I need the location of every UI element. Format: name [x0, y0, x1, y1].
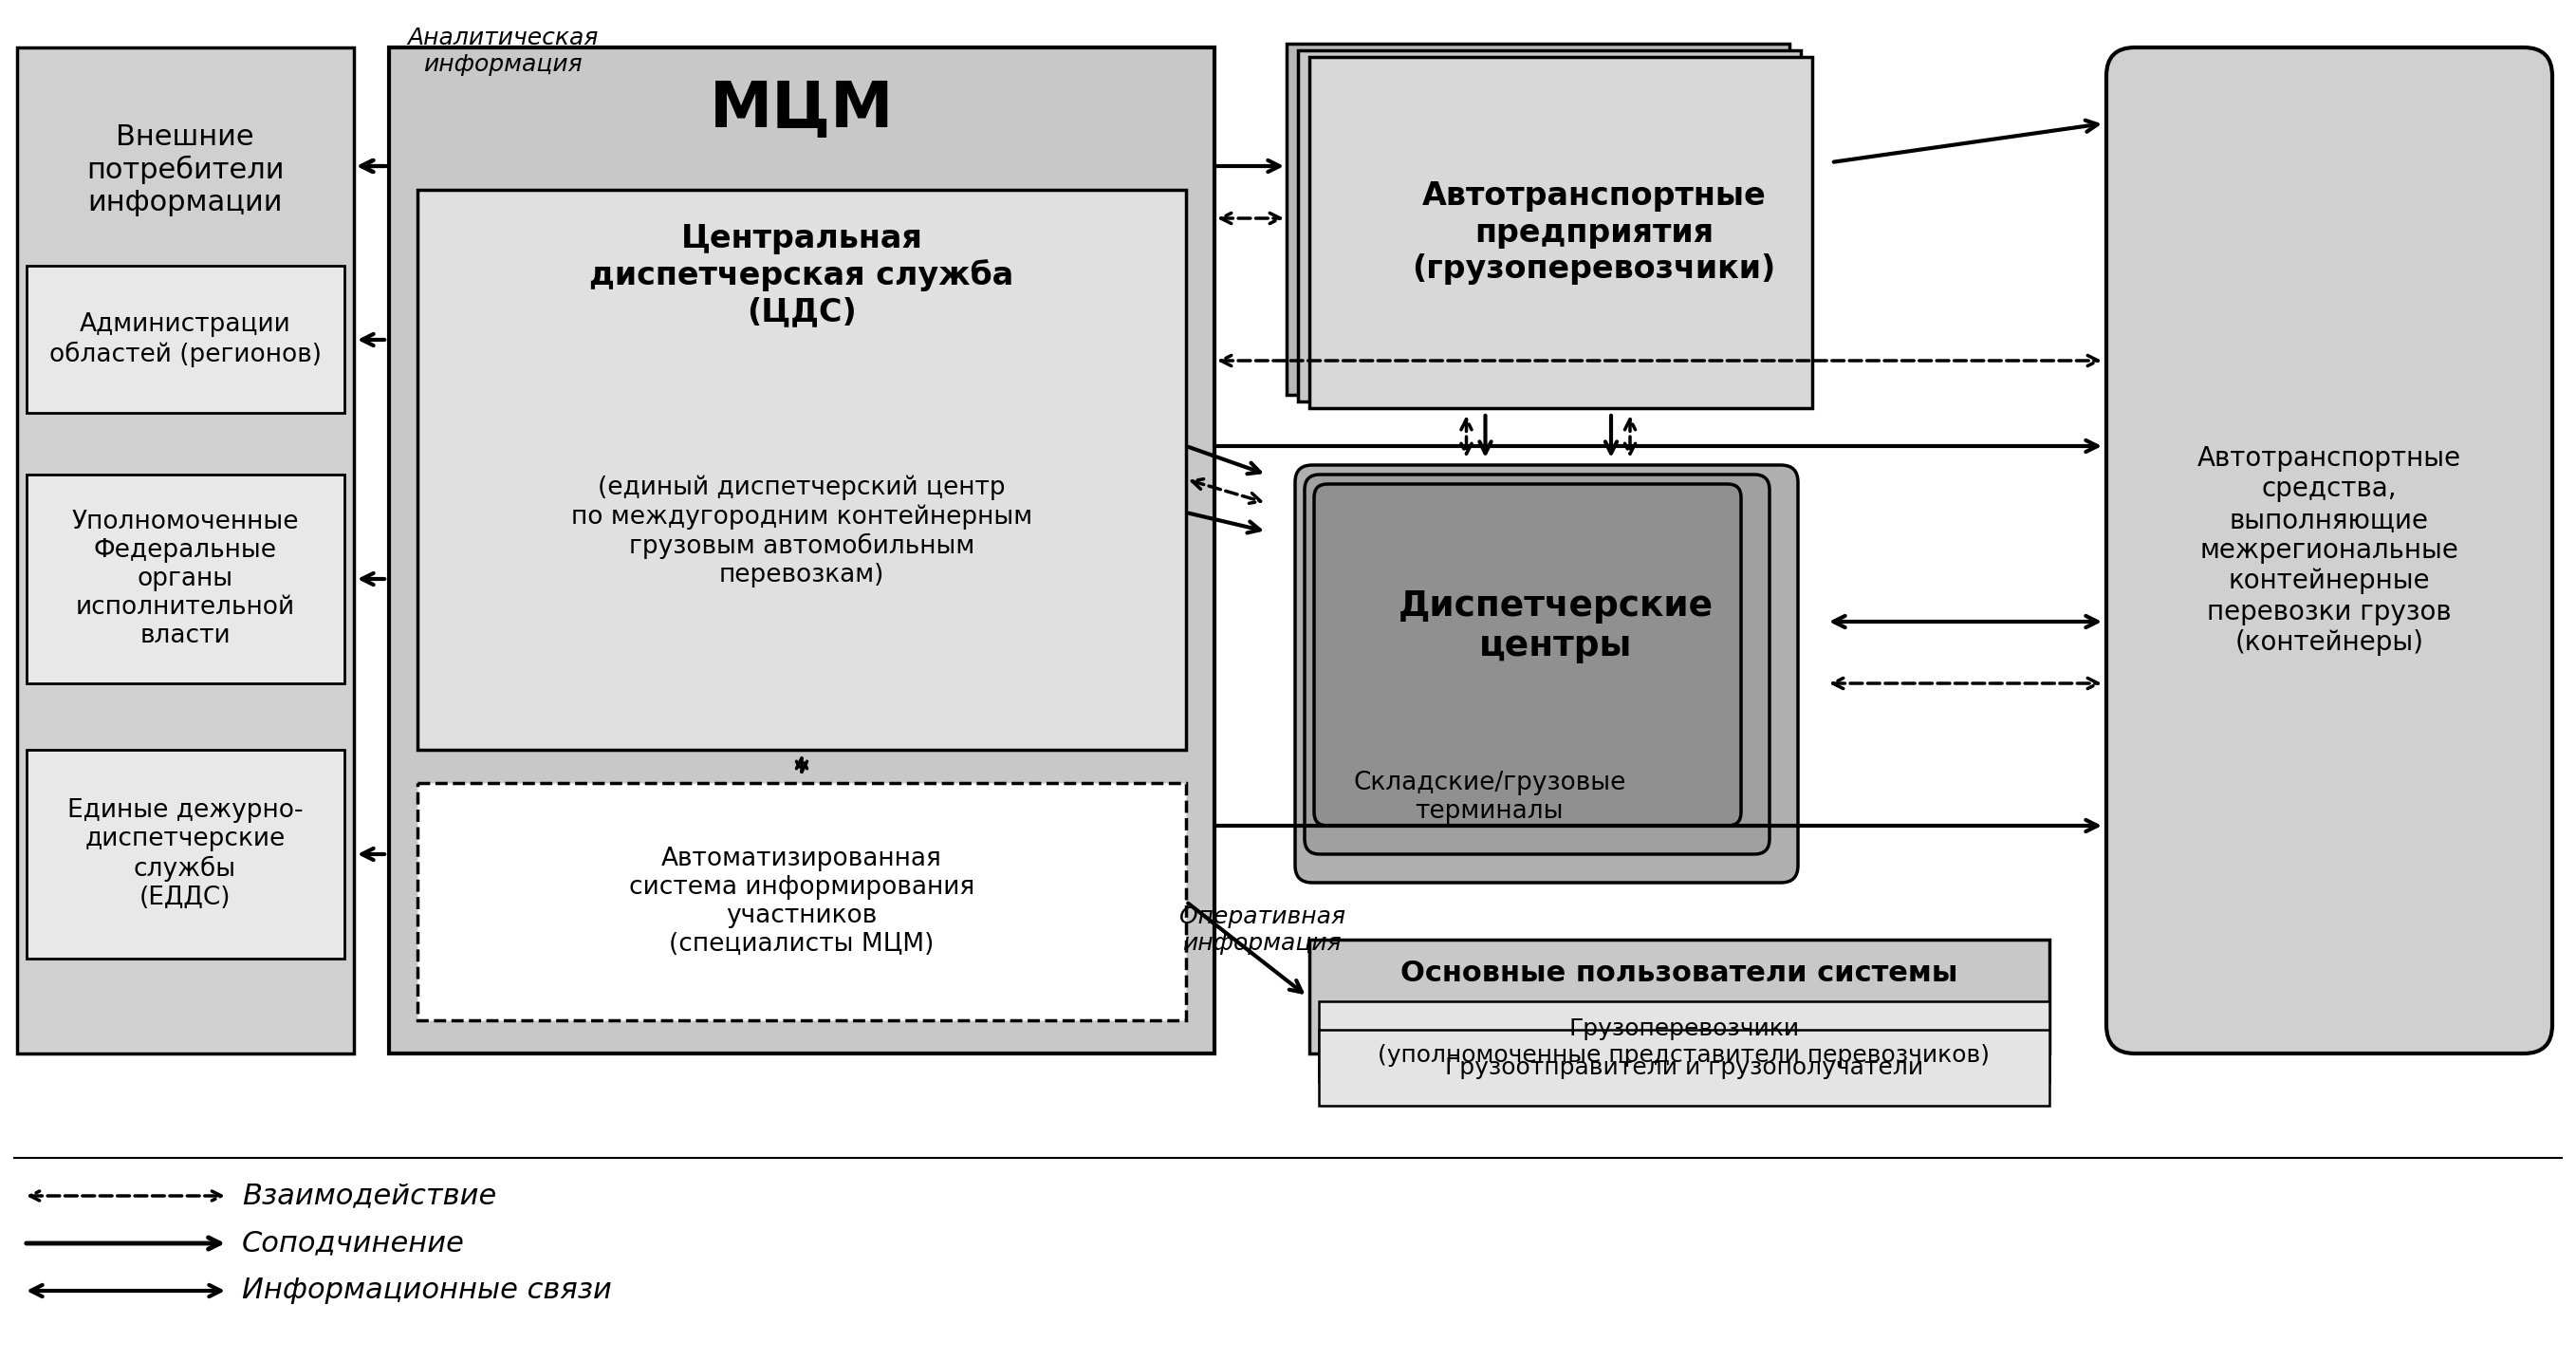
Text: Взаимодействие: Взаимодействие [242, 1183, 497, 1210]
FancyArrowPatch shape [1479, 415, 1492, 453]
Text: Аналитическая
информация: Аналитическая информация [407, 27, 598, 76]
Text: Грузоперевозчики
(уполномоченные представители перевозчиков): Грузоперевозчики (уполномоченные предста… [1378, 1018, 1991, 1067]
FancyArrowPatch shape [1188, 513, 1260, 534]
FancyArrowPatch shape [1625, 419, 1636, 455]
FancyArrowPatch shape [1216, 819, 2097, 832]
Text: Центральная
диспетчерская служба
(ЦДС): Центральная диспетчерская служба (ЦДС) [590, 223, 1015, 328]
FancyArrowPatch shape [1221, 355, 2097, 366]
Text: Соподчинение: Соподчинение [242, 1229, 464, 1258]
Bar [1319, 1030, 2050, 1105]
Text: Уполномоченные
Федеральные
органы
исполнительной
власти: Уполномоченные Федеральные органы исполн… [72, 509, 299, 648]
FancyBboxPatch shape [1314, 485, 1741, 826]
FancyArrowPatch shape [361, 161, 386, 171]
FancyArrowPatch shape [361, 333, 384, 346]
Text: Автотранспортные
средства,
выполняющие
межрегиональные
контейнерные
перевозки гр: Автотранспортные средства, выполняющие м… [2197, 445, 2460, 656]
Text: Диспетчерские
центры: Диспетчерские центры [1399, 589, 1713, 663]
FancyArrowPatch shape [796, 758, 806, 772]
Bar [1309, 57, 1811, 408]
Text: Автотранспортные
предприятия
(грузоперевозчики): Автотранспортные предприятия (грузоперев… [1412, 181, 1775, 284]
Text: МЦМ: МЦМ [708, 78, 894, 140]
Bar [1309, 939, 2050, 1053]
FancyArrowPatch shape [1834, 120, 2097, 162]
Bar [26, 750, 345, 958]
Bar [1285, 44, 1790, 395]
Text: Информационные связи: Информационные связи [242, 1277, 613, 1305]
Bar [389, 48, 1213, 1053]
FancyArrowPatch shape [361, 161, 384, 171]
Text: Администрации
областей (регионов): Администрации областей (регионов) [49, 313, 322, 367]
Text: Единые дежурно-
диспетчерские
службы
(ЕДДС): Единые дежурно- диспетчерские службы (ЕД… [67, 799, 304, 911]
FancyArrowPatch shape [1193, 479, 1260, 504]
FancyArrowPatch shape [1605, 415, 1618, 453]
Text: Оперативная
информация: Оперативная информация [1180, 905, 1345, 954]
FancyBboxPatch shape [2107, 48, 2553, 1053]
FancyArrowPatch shape [31, 1285, 222, 1297]
FancyArrowPatch shape [1188, 904, 1301, 992]
FancyArrowPatch shape [361, 848, 384, 860]
Text: Внешние
потребители
информации: Внешние потребители информации [85, 124, 283, 216]
Bar [1298, 50, 1801, 401]
Bar [26, 475, 345, 683]
FancyBboxPatch shape [1303, 475, 1770, 855]
Text: Складские/грузовые
терминалы: Складские/грузовые терминалы [1352, 770, 1625, 823]
FancyArrowPatch shape [1461, 419, 1471, 455]
FancyArrowPatch shape [1832, 678, 2097, 689]
Bar [417, 189, 1185, 750]
FancyArrowPatch shape [1188, 446, 1260, 474]
Bar [417, 783, 1185, 1021]
FancyArrowPatch shape [1834, 617, 2097, 627]
Bar [26, 265, 345, 412]
Text: Грузоотправители и грузополучатели: Грузоотправители и грузополучатели [1445, 1056, 1924, 1079]
FancyArrowPatch shape [31, 1191, 222, 1200]
Text: (единый диспетчерский центр
по междугородним контейнерным
грузовым автомобильным: (единый диспетчерский центр по междугоро… [572, 475, 1033, 588]
Bar [1319, 1002, 2050, 1082]
FancyArrowPatch shape [26, 1237, 219, 1249]
FancyArrowPatch shape [1216, 161, 1280, 171]
Text: Основные пользователи системы: Основные пользователи системы [1401, 960, 1958, 987]
Text: Автоматизированная
система информирования
участников
(специалисты МЦМ): Автоматизированная система информировани… [629, 847, 974, 957]
FancyArrowPatch shape [1216, 440, 2097, 452]
FancyArrowPatch shape [1221, 214, 1280, 223]
FancyBboxPatch shape [1296, 465, 1798, 883]
FancyArrowPatch shape [361, 573, 384, 585]
Bar [18, 48, 353, 1053]
